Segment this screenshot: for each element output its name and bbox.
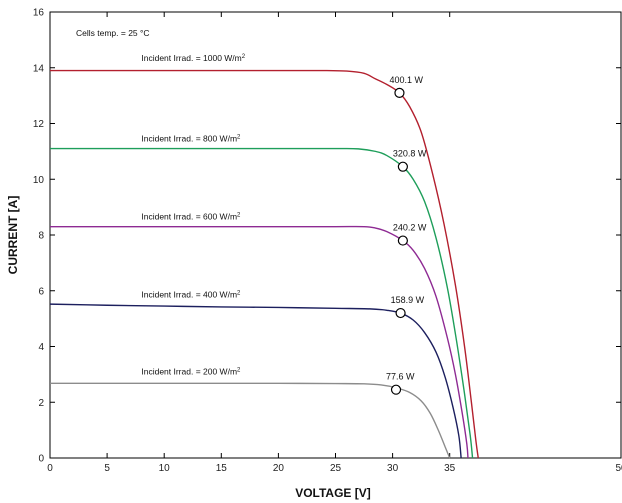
- series-line-0: [49, 69, 479, 459]
- plot-frame: [49, 11, 622, 459]
- irradiance-label-1: Incident Irrad. = 800 W/m2: [141, 134, 241, 144]
- x-tick-label: 30: [387, 463, 399, 474]
- y-axis-title: CURRENT [A]: [6, 196, 20, 275]
- x-tick-label: 15: [216, 463, 228, 474]
- mpp-marker-4: [390, 384, 402, 395]
- series-line-1: [50, 147, 474, 459]
- x-tick-label: 10: [159, 463, 171, 474]
- cells-temp-annotation: Cells temp. = 25 °C: [76, 28, 150, 38]
- series-line-3: [49, 303, 462, 459]
- irradiance-label-3: Incident Irrad. = 400 W/m2: [141, 290, 241, 300]
- axis-ticks: 0 5 10 15 20 25 30 35 50 0 2 4 6 8 10 12 14 16: [33, 8, 622, 475]
- irradiance-label-2: Incident Irrad. = 600 W/m2: [141, 212, 241, 222]
- x-axis-title: VOLTAGE [V]: [295, 486, 371, 500]
- x-tick-label: 50: [615, 463, 622, 474]
- power-label-1: 320.8 W: [393, 149, 427, 159]
- y-tick-label: 0: [38, 454, 44, 465]
- x-tick-label: 5: [104, 463, 110, 474]
- power-label-2: 240.2 W: [393, 223, 427, 233]
- y-tick-label: 2: [38, 398, 44, 409]
- mpp-marker-3: [395, 307, 406, 319]
- y-tick-label: 10: [33, 175, 45, 186]
- y-tick-label: 4: [38, 342, 44, 353]
- power-label-3: 158.9 W: [391, 295, 425, 305]
- x-tick-label: 35: [444, 463, 456, 474]
- y-tick-label: 14: [33, 63, 45, 74]
- series-line-2: [49, 225, 469, 459]
- series-lines: [49, 69, 479, 459]
- y-tick-label: 8: [38, 231, 44, 242]
- x-tick-label: 0: [47, 463, 53, 474]
- series-line-4: [50, 382, 451, 459]
- series-labels: 400.1 W Incident Irrad. = 1000 W/m2 320.8 …: [141, 53, 427, 395]
- x-tick-label: 20: [273, 463, 285, 474]
- irradiance-label-4: Incident Irrad. = 200 W/m2: [141, 366, 241, 376]
- mpp-marker-0: [394, 87, 405, 98]
- y-tick-label: 12: [33, 119, 45, 130]
- power-label-4: 77.6 W: [386, 372, 415, 382]
- mpp-marker-2: [397, 235, 408, 246]
- mpp-marker-1: [397, 161, 408, 172]
- x-tick-label: 25: [330, 463, 342, 474]
- y-tick-label: 16: [33, 8, 45, 19]
- power-label-0: 400.1 W: [389, 75, 423, 85]
- y-tick-label: 6: [38, 286, 44, 297]
- irradiance-label-0: Incident Irrad. = 1000 W/m2: [141, 53, 245, 63]
